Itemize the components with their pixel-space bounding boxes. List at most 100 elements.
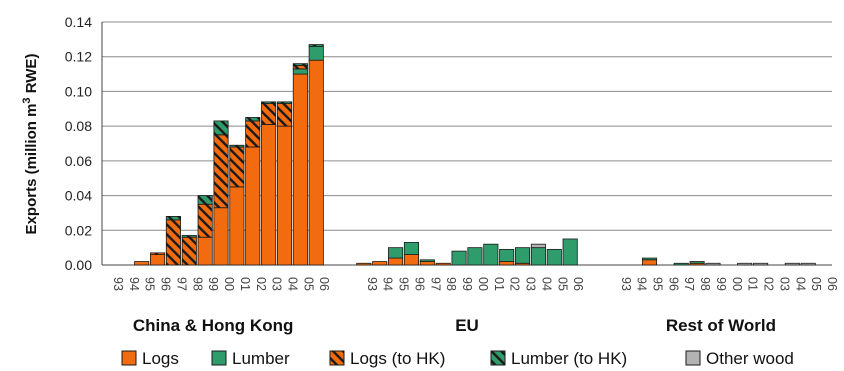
legend-label: Other wood <box>706 349 794 368</box>
bar-segment-logs-to-hk <box>181 236 197 266</box>
bar-segment-lumber <box>419 259 435 262</box>
legend-swatch-other-wood <box>685 350 701 366</box>
legend-swatch-logs-to-hk <box>329 350 345 366</box>
x-tick-label: 05 <box>301 277 315 291</box>
x-tick-label: 96 <box>666 277 680 291</box>
x-tick-label: 94 <box>381 277 395 291</box>
bar-segment-logs <box>197 236 213 266</box>
bar-segment-lumber <box>292 68 308 75</box>
bar-segment-logs <box>388 257 404 266</box>
x-axis: 93 94 95 96 97 98 99 00 01 02 03 04 05 06 93 94 95 96 97 98… <box>111 277 839 291</box>
bar-segment-lumber <box>499 248 515 262</box>
x-tick-label: 98 <box>698 277 712 291</box>
bar-segment-logs <box>403 254 419 266</box>
bar-segment-lumber <box>673 262 689 266</box>
bar-segment-lumber <box>515 247 531 264</box>
y-tick-label: 0.02 <box>65 222 92 238</box>
bar-segment-logs-to-hk <box>245 120 261 148</box>
x-tick-label: 06 <box>825 277 839 291</box>
x-tick-label: 98 <box>190 277 204 291</box>
x-tick-label: 97 <box>428 277 442 291</box>
x-tick-label: 98 <box>444 277 458 291</box>
group-label: Rest of World <box>666 316 776 335</box>
y-tick-label: 0.00 <box>65 257 92 273</box>
x-tick-label: 02 <box>762 277 776 291</box>
bar-segment-logs <box>435 262 451 266</box>
y-axis-title: Exports (million m3 RWE) <box>21 54 40 235</box>
x-tick-label: 97 <box>174 277 188 291</box>
bar-segment-lumber <box>388 247 404 259</box>
y-tick-label: 0.10 <box>65 83 92 99</box>
legend-label: Logs (to HK) <box>350 349 445 368</box>
x-tick-label: 95 <box>397 277 411 291</box>
bar-segment-lumber <box>689 261 705 264</box>
bar-segment-lumber <box>546 248 562 266</box>
bar-segment-logs <box>229 186 245 266</box>
bar-segment-logs-to-hk <box>261 103 277 125</box>
bar-segment-other-wood <box>753 262 769 266</box>
x-tick-label: 95 <box>143 277 157 291</box>
bar-segment-logs <box>372 261 388 266</box>
bar-segment-lumber-to-hk <box>181 235 197 238</box>
bars <box>134 44 816 266</box>
x-tick-label: 03 <box>524 277 538 291</box>
y-tick-label: 0.08 <box>65 118 92 134</box>
bar-segment-lumber-to-hk <box>165 215 181 221</box>
bar-segment-logs-to-hk <box>292 64 308 70</box>
bar-segment-logs <box>641 259 658 266</box>
bar-segment-lumber-to-hk <box>229 144 245 148</box>
group-labels: China & Hong Kong EU Rest of World <box>133 316 776 335</box>
x-tick-label: 00 <box>222 277 236 291</box>
x-tick-label: 01 <box>492 277 506 291</box>
bar-segment-logs-to-hk <box>213 134 229 209</box>
bar-segment-other-wood <box>737 262 753 266</box>
group-label: EU <box>455 316 479 335</box>
x-tick-label: 94 <box>127 277 141 291</box>
x-tick-label: 99 <box>460 277 474 291</box>
x-tick-label: 04 <box>286 277 300 291</box>
bar-segment-lumber <box>308 45 324 61</box>
legend-swatch-lumber-to-hk <box>490 350 506 366</box>
x-tick-label: 01 <box>238 277 252 291</box>
bar-segment-other-wood <box>705 262 721 266</box>
legend-label: Lumber <box>232 349 290 368</box>
bar-segment-other-wood <box>784 262 800 266</box>
bar-segment-lumber <box>641 257 658 261</box>
bar-segment-logs-to-hk <box>165 219 181 266</box>
bar-segment-lumber <box>483 243 499 266</box>
bar-segment-logs <box>419 261 435 266</box>
bar-segment-logs-to-hk <box>229 146 245 188</box>
x-tick-label: 99 <box>714 277 728 291</box>
bar-segment-logs <box>134 261 150 266</box>
bar-segment-logs <box>261 124 277 266</box>
legend: Logs Lumber Logs (to HK) Lumber (to HK) Othe… <box>121 349 794 368</box>
bar-segment-logs <box>276 125 293 266</box>
bar-segment-logs-to-hk <box>276 103 293 127</box>
x-tick-label: 93 <box>111 277 125 291</box>
x-tick-label: 06 <box>571 277 585 291</box>
x-tick-label: 03 <box>270 277 284 291</box>
bar-segment-other-wood <box>530 243 546 249</box>
x-tick-label: 96 <box>159 277 173 291</box>
x-tick-label: 04 <box>539 277 553 291</box>
bar-segment-logs <box>150 254 166 266</box>
x-tick-label: 99 <box>206 277 220 291</box>
bar-segment-other-wood <box>800 262 816 266</box>
legend-label: Logs <box>142 349 179 368</box>
bar-segment-lumber-to-hk <box>197 195 213 205</box>
bar-segment-lumber <box>467 247 483 266</box>
x-tick-label: 94 <box>635 277 649 291</box>
legend-swatch-logs <box>121 350 137 366</box>
x-tick-label: 06 <box>317 277 331 291</box>
bar-segment-logs <box>499 261 515 266</box>
group-label: China & Hong Kong <box>133 316 294 335</box>
x-tick-label: 00 <box>476 277 490 291</box>
y-tick-label: 0.14 <box>65 14 92 30</box>
bar-segment-lumber <box>403 242 419 255</box>
bar-segment-lumber-to-hk <box>308 44 324 47</box>
x-tick-label: 04 <box>793 277 807 291</box>
x-tick-label: 05 <box>809 277 823 291</box>
bar-segment-logs <box>245 146 261 266</box>
x-tick-label: 95 <box>651 277 665 291</box>
